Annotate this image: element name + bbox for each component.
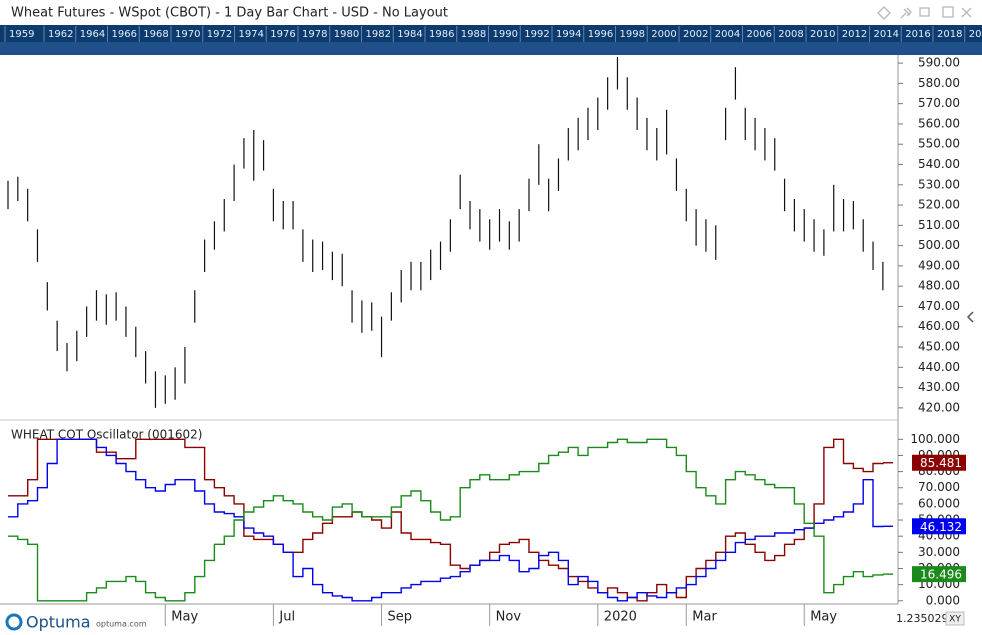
y-tick-label: 480.00 [918, 279, 960, 293]
last-value-box [912, 566, 966, 583]
year-label: 2018 [937, 29, 962, 40]
y-tick-label: 60.000 [918, 496, 960, 510]
x-tick-label: 2020 [604, 610, 637, 625]
year-label: 1970 [175, 29, 200, 40]
year-label: 1986 [429, 29, 454, 40]
mode-button[interactable] [945, 611, 965, 626]
year-label: 20 [969, 29, 982, 40]
year-label: 2012 [842, 29, 867, 40]
last-value-label: 16.496 [920, 568, 962, 582]
timeline-overview [0, 42, 982, 55]
plot-area: 420.00 430.00 440.00 450.00 460.00 470.00 480.… [7, 56, 966, 626]
y-tick-label: 430.00 [918, 380, 960, 394]
year-label: 1968 [143, 29, 168, 40]
oscillator-line [8, 438, 884, 602]
x-tick-label: May [810, 610, 837, 625]
y-tick-label: 540.00 [918, 157, 960, 171]
y-tick-label: 420.00 [918, 400, 960, 414]
year-label: 2006 [747, 29, 772, 40]
year-label: 2004 [715, 29, 740, 40]
x-tick-label: Nov [496, 610, 522, 625]
year-label: 1992 [524, 29, 549, 40]
y-tick-label: 550.00 [918, 137, 960, 151]
y-tick-label: 560.00 [918, 116, 960, 130]
last-value-label: 46.132 [920, 520, 962, 534]
year-label: 1994 [556, 29, 581, 40]
window-controls[interactable] [877, 6, 972, 20]
year-label: 1959 [9, 29, 34, 40]
year-label: 1964 [80, 29, 105, 40]
x-tick-label: Sep [388, 610, 413, 625]
scroll-arrow[interactable] [966, 311, 974, 323]
mode-label[interactable]: XY [949, 615, 961, 625]
year-label: 1974 [239, 29, 264, 40]
y-tick-label: 30.000 [918, 545, 960, 559]
y-tick-label: 500.00 [918, 238, 960, 252]
y-tick-label: 70.000 [918, 480, 960, 494]
title-bar [0, 0, 982, 25]
restore-button[interactable] [919, 7, 930, 17]
brand-site: optuma.com [96, 620, 147, 629]
last-value-box [912, 454, 966, 471]
oscillator-line [8, 438, 884, 602]
x-tick-label: Jul [278, 610, 295, 625]
year-label: 2000 [651, 29, 676, 40]
year-label: 1998 [620, 29, 645, 40]
diamond-button[interactable] [877, 6, 891, 20]
year-label: 1976 [270, 29, 295, 40]
year-label: 2008 [778, 29, 803, 40]
y-tick-label: 580.00 [918, 76, 960, 90]
last-value-label: 85.481 [920, 456, 962, 470]
y-tick-label: 460.00 [918, 319, 960, 333]
year-label: 1972 [207, 29, 232, 40]
x-tick-label: Mar [692, 610, 717, 625]
brand-logo [5, 613, 23, 631]
oscillator-line [8, 438, 884, 602]
y-tick-label: 570.00 [918, 96, 960, 110]
window-title: Wheat Futures - WSpot (CBOT) - 1 Day Bar… [11, 6, 448, 21]
year-label: 1996 [588, 29, 613, 40]
year-label: 2002 [683, 29, 708, 40]
y-tick-label: 0.000 [926, 593, 960, 607]
maximize-button[interactable] [942, 6, 954, 18]
timeline-years: 1959 1962 1964 1966 1968 1970 1972 1974 1976 1978… [4, 26, 982, 42]
year-label: 2016 [905, 29, 930, 40]
year-label: 1988 [461, 29, 486, 40]
x-tick-label: May [171, 610, 198, 625]
close-button[interactable] [961, 7, 972, 18]
year-label: 1966 [112, 29, 137, 40]
y-tick-label: 520.00 [918, 198, 960, 212]
panel-title: WHEAT COT Oscillator (001602) [11, 428, 202, 442]
y-tick-label: 530.00 [918, 177, 960, 191]
year-label: 2014 [874, 29, 899, 40]
y-tick-label: 590.00 [918, 56, 960, 70]
year-label: 1980 [334, 29, 359, 40]
year-label: 1990 [493, 29, 518, 40]
year-label: 1982 [366, 29, 391, 40]
brand-name: Optuma [26, 613, 91, 632]
y-tick-label: 510.00 [918, 218, 960, 232]
year-label: 1978 [302, 29, 327, 40]
pin-button[interactable] [900, 7, 912, 19]
year-label: 2010 [810, 29, 835, 40]
year-label: 1962 [48, 29, 73, 40]
y-tick-label: 490.00 [918, 258, 960, 272]
last-value-box [912, 518, 966, 535]
y-tick-label: 450.00 [918, 340, 960, 354]
y-tick-label: 470.00 [918, 299, 960, 313]
y-tick-label: 100.000 [910, 432, 960, 446]
year-label: 1984 [397, 29, 422, 40]
zoom-value: 1.2350295 [896, 612, 956, 625]
y-tick-label: 440.00 [918, 360, 960, 374]
